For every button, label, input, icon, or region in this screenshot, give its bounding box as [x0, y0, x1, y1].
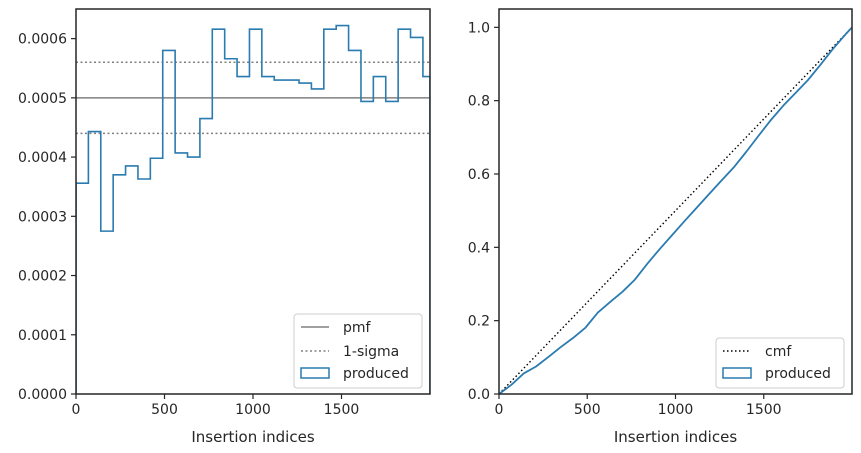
left-x-axis-label: Insertion indices: [191, 428, 314, 446]
x-tick-label: 500: [151, 402, 178, 418]
y-tick-label: 0.2: [468, 314, 490, 330]
x-tick-label: 1500: [324, 402, 360, 418]
right-legend: cmf produced: [715, 337, 845, 389]
y-tick-label: 0.0001: [18, 328, 67, 344]
legend-pmf-label: pmf: [343, 320, 372, 336]
x-tick-label: 0: [72, 402, 81, 418]
y-tick-label: 0.8: [468, 94, 490, 110]
cmf-line: [498, 26, 853, 395]
y-tick-label: 0.0002: [18, 269, 67, 285]
legend-produced-swatch: [300, 367, 330, 379]
y-tick-label: 0.0005: [18, 91, 67, 107]
right-panel: 0 500 1000 1500 0.0 0.2 0.4 0.6 0.8 1.0 Insertion…: [468, 8, 853, 446]
produced-cumulative-line: [499, 26, 852, 394]
y-tick-label: 1.0: [468, 20, 490, 36]
left-legend-box: [293, 313, 423, 389]
left-axes: 0 500 1000 1500 0.0000 0.0001 0.0002 0.0003 0.00…: [18, 8, 431, 418]
y-tick-label: 0.6: [468, 167, 490, 183]
legend-produced-label: produced: [343, 366, 409, 382]
x-tick-label: 1000: [658, 402, 694, 418]
produced-histogram: [76, 24, 430, 394]
y-tick-label: 0.0: [468, 387, 490, 403]
y-tick-label: 0.0004: [18, 150, 67, 166]
legend-1-sigma-label: 1-sigma: [343, 344, 399, 360]
x-tick-label: 500: [574, 402, 601, 418]
legend-cmf-label: cmf: [765, 344, 792, 360]
y-tick-label: 0.0000: [18, 387, 67, 403]
x-tick-label: 0: [495, 402, 504, 418]
x-tick-label: 1500: [746, 402, 782, 418]
y-tick-label: 0.0006: [18, 32, 67, 48]
right-x-axis-label: Insertion indices: [614, 428, 737, 446]
legend-produced-label: produced: [765, 366, 831, 382]
right-axes: 0 500 1000 1500 0.0 0.2 0.4 0.6 0.8 1.0: [468, 8, 853, 418]
y-tick-label: 0.0003: [18, 209, 67, 225]
left-plot-area: [76, 24, 430, 394]
axes-frame: [498, 8, 853, 395]
left-legend: pmf 1-sigma produced: [293, 313, 423, 389]
y-tick-label: 0.4: [468, 240, 490, 256]
legend-produced-swatch: [722, 367, 752, 379]
left-panel: 0 500 1000 1500 0.0000 0.0001 0.0002 0.0003 0.00…: [18, 8, 431, 446]
x-tick-label: 1000: [235, 402, 271, 418]
right-plot-area: [498, 26, 853, 395]
